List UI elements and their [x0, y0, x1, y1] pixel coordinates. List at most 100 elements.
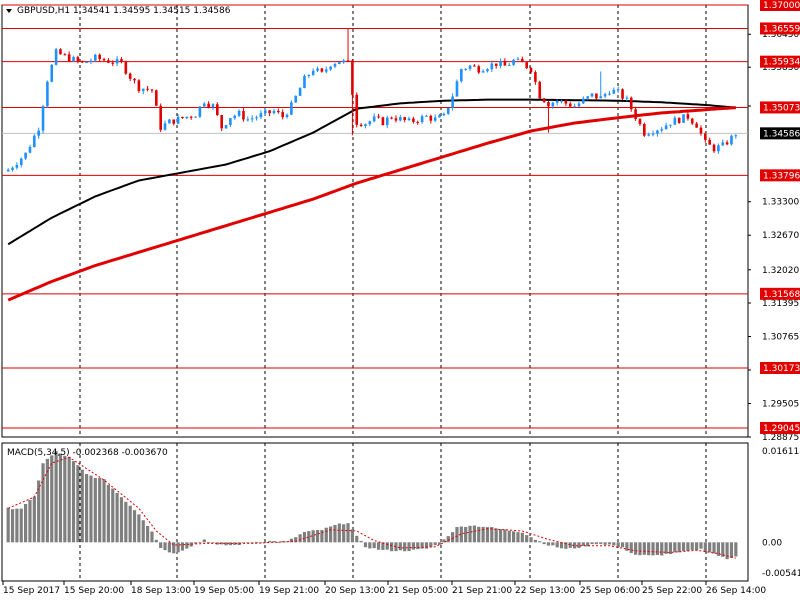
x-tick-label: 26 Sep 14:00	[706, 586, 766, 596]
macd-bar	[224, 542, 228, 546]
bull-candle	[246, 119, 250, 121]
macd-bar	[429, 542, 433, 547]
bull-candle	[442, 113, 446, 116]
bear-candle	[542, 98, 546, 103]
bull-candle	[202, 103, 206, 107]
macd-bar	[546, 542, 551, 546]
macd-bar	[655, 542, 659, 556]
macd-bar	[315, 530, 320, 543]
macd-bar	[32, 496, 36, 543]
level-price-label: 1.30173	[763, 364, 800, 374]
macd-bar	[180, 542, 185, 551]
level-price-label: 1.33796	[763, 171, 800, 181]
bull-candle	[307, 74, 311, 77]
bear-candle	[268, 110, 271, 114]
macd-bar	[211, 542, 215, 544]
bull-candle	[481, 71, 485, 73]
bull-candle	[141, 88, 145, 92]
bull-candle	[656, 130, 659, 134]
macd-bar	[581, 542, 585, 547]
bull-candle	[651, 133, 655, 135]
macd-bar	[485, 527, 490, 543]
bull-candle	[168, 119, 171, 124]
bear-candle	[181, 116, 184, 119]
bull-candle	[255, 117, 258, 119]
y-tick-label: 1.31395	[762, 299, 799, 309]
macd-bar	[734, 542, 738, 557]
bear-candle	[525, 62, 528, 69]
macd-bar	[721, 542, 725, 557]
y-tick-label: 1.29505	[762, 400, 799, 410]
macd-bar	[359, 540, 363, 543]
bear-candle	[146, 88, 149, 90]
bear-candle	[150, 89, 154, 91]
bull-candle	[507, 64, 511, 66]
macd-bar	[381, 542, 385, 550]
bull-candle	[516, 58, 520, 60]
bull-candle	[660, 129, 664, 131]
macd-bar	[115, 492, 119, 543]
level-price-box	[760, 22, 800, 35]
x-tick-label: 25 Sep 22:00	[642, 586, 702, 596]
macd-bar	[137, 514, 141, 543]
macd-bar	[58, 453, 63, 543]
macd-bar	[172, 542, 176, 554]
macd-bar	[111, 488, 115, 543]
macd-bar	[246, 542, 250, 544]
macd-bar	[37, 480, 41, 543]
macd-bar	[712, 542, 716, 554]
macd-bar	[538, 541, 542, 543]
bear-candle	[351, 60, 354, 95]
main-pane-frame	[1, 4, 749, 438]
bull-candle	[298, 88, 302, 96]
bear-candle	[712, 144, 716, 152]
x-tick-label: 20 Sep 13:00	[325, 586, 385, 596]
macd-bar	[516, 532, 520, 543]
macd-tick-label: -0.005417	[762, 569, 800, 579]
bear-candle	[107, 60, 110, 63]
bull-candle	[94, 54, 97, 61]
bull-candle	[425, 115, 428, 117]
dropdown-arrow-icon	[6, 9, 12, 13]
macd-bar	[416, 542, 420, 550]
x-tick-label: 21 Sep 21:00	[452, 586, 512, 596]
bull-candle	[499, 61, 502, 66]
bull-candle	[342, 60, 345, 63]
macd-bar	[446, 536, 450, 543]
macd-bar	[455, 527, 459, 543]
macd-bar	[189, 542, 193, 547]
macd-bar	[586, 542, 590, 547]
bear-candle	[67, 54, 71, 62]
macd-tick-label: 0.016118	[762, 447, 800, 457]
bull-candle	[33, 135, 36, 147]
macd-bar	[324, 527, 328, 543]
bear-candle	[704, 133, 707, 140]
macd-bar	[424, 542, 429, 549]
macd-bar	[368, 542, 372, 549]
macd-bar	[163, 542, 167, 551]
macd-bar	[298, 534, 302, 543]
bull-candle	[717, 145, 720, 152]
macd-bar	[577, 542, 581, 549]
macd-bar	[333, 524, 337, 543]
macd-bar	[420, 542, 424, 549]
bull-candle	[407, 118, 411, 121]
macd-bar	[241, 542, 246, 544]
macd-bar	[437, 542, 442, 545]
bull-candle	[451, 96, 454, 108]
bull-candle	[669, 124, 672, 126]
bull-candle	[364, 124, 367, 127]
bull-candle	[89, 60, 93, 63]
macd-bar	[128, 505, 132, 543]
bull-candle	[303, 76, 306, 89]
macd-bar	[472, 525, 476, 543]
bear-candle	[412, 118, 415, 122]
bear-candle	[155, 90, 158, 106]
bull-candle	[272, 110, 276, 114]
macd-bar	[350, 529, 354, 543]
macd-bar	[67, 456, 71, 543]
bull-candle	[285, 114, 289, 118]
macd-bar	[233, 542, 237, 545]
